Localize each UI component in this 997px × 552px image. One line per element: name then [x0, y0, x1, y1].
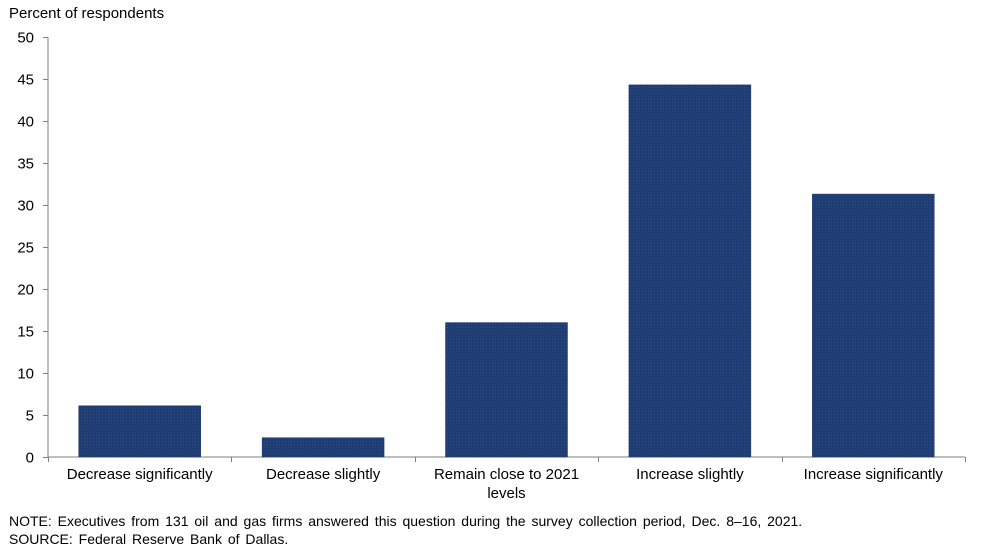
bar [78, 405, 201, 458]
y-tick-label: 35 [17, 156, 34, 173]
y-tick-label: 45 [17, 72, 34, 89]
x-tick-label: Decrease significantly [67, 466, 213, 483]
x-tick-label: Remain close to 2021 [434, 466, 579, 483]
x-tick-label: Decrease slightly [266, 466, 381, 483]
x-tick-label: Increase significantly [804, 466, 944, 483]
y-tick-label: 0 [26, 450, 34, 467]
bar [628, 84, 752, 458]
y-tick-label: 25 [17, 240, 34, 257]
bar-chart: Percent of respondents 0 5 10 15 20 25 30 35 40 4… [9, 5, 966, 502]
y-tick-label: 20 [17, 282, 34, 299]
source-text: SOURCE: Federal Reserve Bank of Dallas. [9, 531, 289, 547]
x-tick-label: levels [487, 485, 525, 502]
chart-notes: NOTE: Executives from 131 oil and gas fi… [9, 512, 802, 548]
plot-area: 0 5 10 15 20 25 30 35 40 45 50 Decrease significant… [17, 30, 966, 502]
bar [812, 193, 935, 458]
x-tick-label: Increase slightly [636, 466, 744, 483]
y-tick-label: 5 [26, 408, 34, 425]
y-tick-label: 10 [17, 366, 34, 383]
bar [261, 437, 385, 458]
note-text: NOTE: Executives from 131 oil and gas fi… [9, 513, 803, 529]
y-tick-label: 50 [17, 30, 34, 47]
y-tick-label: 30 [17, 198, 34, 215]
bar [445, 322, 568, 458]
y-tick-label: 40 [17, 114, 34, 131]
y-axis-title: Percent of respondents [9, 5, 164, 22]
y-tick-label: 15 [17, 324, 34, 341]
